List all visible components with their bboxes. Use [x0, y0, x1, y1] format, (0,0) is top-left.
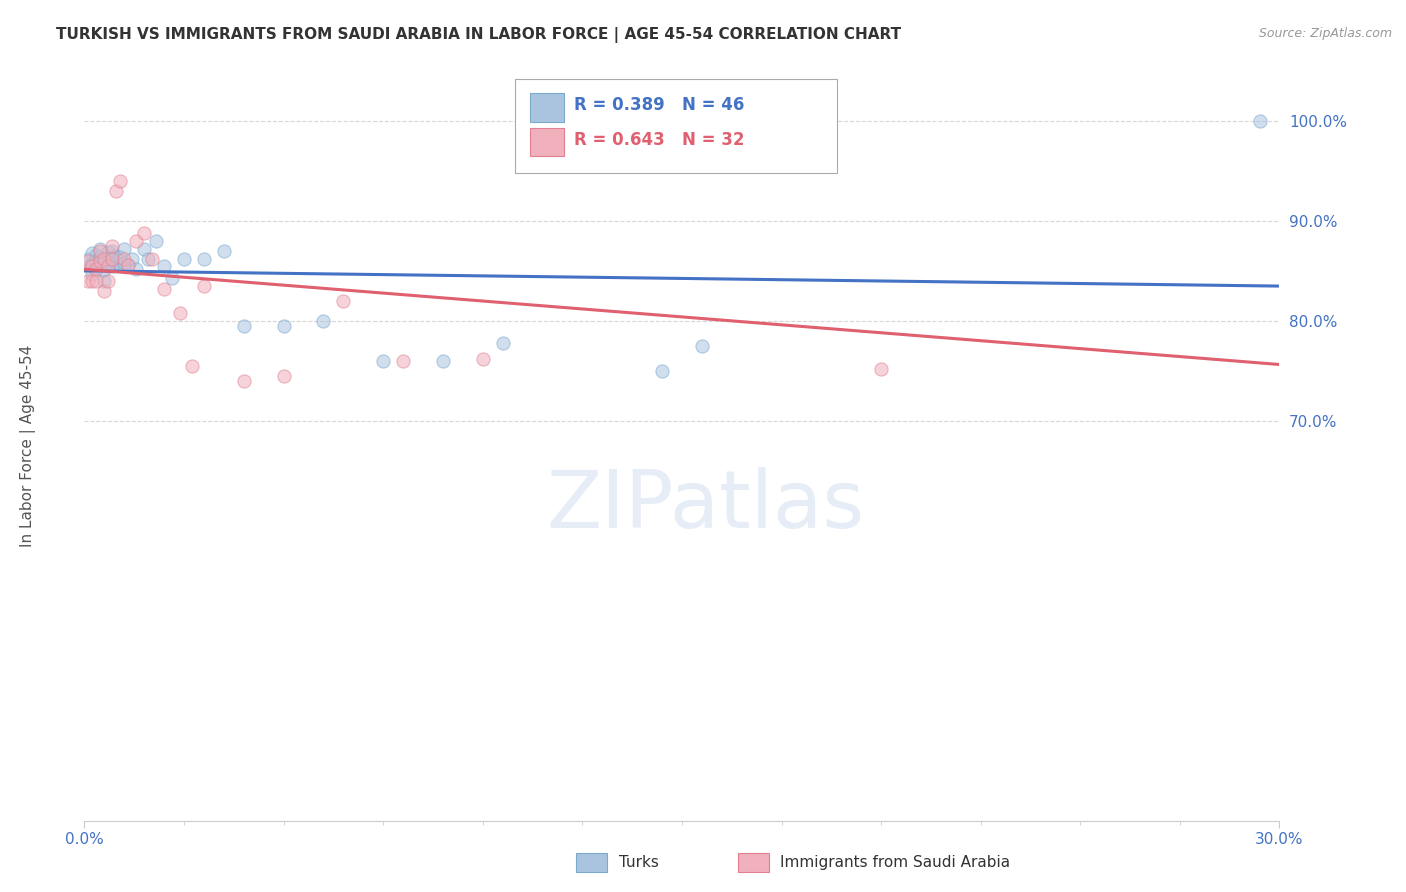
Point	[93, 252, 115, 267]
Point	[89, 254, 111, 268]
Point	[93, 263, 115, 277]
Point	[110, 174, 132, 188]
Point	[173, 252, 195, 267]
Point	[93, 256, 115, 270]
Point	[86, 254, 108, 268]
Point	[169, 306, 191, 320]
Point	[145, 234, 167, 248]
Point	[690, 339, 713, 353]
Point	[232, 319, 254, 334]
Text: ZIPatlas: ZIPatlas	[547, 467, 865, 545]
Point	[273, 319, 295, 334]
Point	[312, 314, 335, 328]
Point	[82, 274, 104, 288]
Point	[105, 256, 128, 270]
Point	[97, 274, 120, 288]
Text: R = 0.389   N = 46: R = 0.389 N = 46	[575, 96, 745, 114]
Point	[125, 234, 148, 248]
Point	[1249, 114, 1271, 128]
Point	[136, 252, 159, 267]
Point	[89, 244, 111, 259]
Point	[77, 274, 100, 288]
Point	[651, 364, 673, 378]
Point	[105, 184, 128, 198]
Point	[97, 252, 120, 267]
Point	[101, 252, 124, 267]
Point	[97, 245, 120, 260]
Text: Source: ZipAtlas.com: Source: ZipAtlas.com	[1258, 27, 1392, 40]
FancyBboxPatch shape	[530, 93, 564, 121]
Point	[160, 271, 183, 285]
Point	[101, 252, 124, 267]
Point	[77, 259, 100, 273]
Point	[105, 249, 128, 263]
Text: TURKISH VS IMMIGRANTS FROM SAUDI ARABIA IN LABOR FORCE | AGE 45-54 CORRELATION C: TURKISH VS IMMIGRANTS FROM SAUDI ARABIA …	[56, 27, 901, 43]
FancyBboxPatch shape	[515, 78, 838, 172]
Point	[97, 259, 120, 273]
Point	[125, 262, 148, 277]
Point	[86, 262, 108, 277]
Point	[117, 258, 139, 272]
Point	[89, 242, 111, 256]
Text: Immigrants from Saudi Arabia: Immigrants from Saudi Arabia	[780, 855, 1011, 870]
Point	[86, 261, 108, 276]
Point	[392, 354, 415, 368]
Point	[110, 250, 132, 264]
Point	[86, 248, 108, 262]
Point	[93, 274, 115, 288]
Point	[232, 374, 254, 388]
Point	[112, 242, 135, 256]
Point	[89, 250, 111, 264]
Point	[82, 267, 104, 281]
Point	[86, 274, 108, 288]
Point	[132, 226, 156, 240]
Point	[153, 259, 176, 273]
Point	[141, 252, 163, 267]
Point	[117, 258, 139, 272]
Point	[193, 252, 215, 267]
Point	[89, 256, 111, 270]
Point	[77, 254, 100, 268]
Point	[870, 362, 893, 376]
Point	[101, 239, 124, 253]
Text: R = 0.643   N = 32: R = 0.643 N = 32	[575, 130, 745, 149]
FancyBboxPatch shape	[530, 128, 564, 156]
Point	[181, 359, 204, 373]
Point	[651, 114, 673, 128]
Text: Turks: Turks	[619, 855, 658, 870]
Point	[110, 258, 132, 272]
Point	[82, 246, 104, 260]
Point	[101, 259, 124, 273]
Point	[212, 244, 235, 259]
Point	[101, 244, 124, 259]
Point	[492, 336, 515, 351]
Point	[121, 252, 143, 267]
Point	[93, 284, 115, 298]
Point	[112, 252, 135, 267]
Point	[153, 282, 176, 296]
Point	[193, 279, 215, 293]
Point	[432, 354, 454, 368]
Point	[82, 256, 104, 270]
Point	[82, 259, 104, 273]
Point	[332, 294, 354, 309]
Point	[373, 354, 395, 368]
Text: In Labor Force | Age 45-54: In Labor Force | Age 45-54	[20, 345, 37, 547]
Point	[273, 369, 295, 384]
Point	[77, 252, 100, 267]
Point	[471, 352, 494, 367]
Point	[132, 242, 156, 256]
Point	[112, 256, 135, 270]
Point	[97, 258, 120, 272]
